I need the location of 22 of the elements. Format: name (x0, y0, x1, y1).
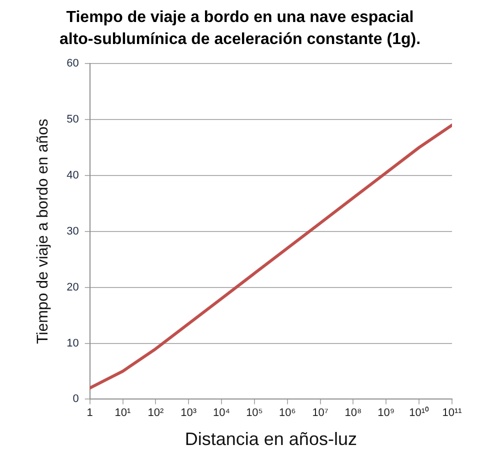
x-tick-label: 1 (86, 406, 93, 419)
x-tick-label: 10² (148, 406, 164, 419)
x-tick-label: 10³ (180, 406, 197, 419)
x-tick-label: 10¹⁰ (409, 406, 430, 419)
y-tick-label: 40 (66, 170, 79, 182)
x-tick-label: 10⁷ (312, 406, 328, 419)
y-tick-label: 50 (66, 114, 79, 126)
x-tick-label: 10⁶ (278, 406, 296, 419)
y-tick-label: 30 (66, 225, 79, 238)
y-tick-label: 10 (66, 337, 79, 350)
x-tick-label: 10⁸ (344, 406, 362, 419)
y-tick-label: 60 (66, 58, 79, 70)
x-tick-label: 10¹¹ (442, 406, 462, 419)
x-tick-label: 10⁵ (246, 406, 263, 419)
x-tick-label: 10¹ (114, 406, 132, 419)
x-axis-title: Distancia en años-luz (184, 429, 357, 450)
y-tick-label: 20 (66, 281, 79, 294)
y-axis-title: Tiempo de viaje a bordo en años (34, 118, 52, 344)
x-tick-label: 10⁴ (213, 406, 230, 419)
y-tick-label: 0 (72, 393, 79, 406)
x-tick-label: 10⁹ (378, 406, 395, 419)
chart-title: Tiempo de viaje a bordo en una nave espacial alto-sublumínica de aceleración constante (1g). (59, 9, 421, 48)
